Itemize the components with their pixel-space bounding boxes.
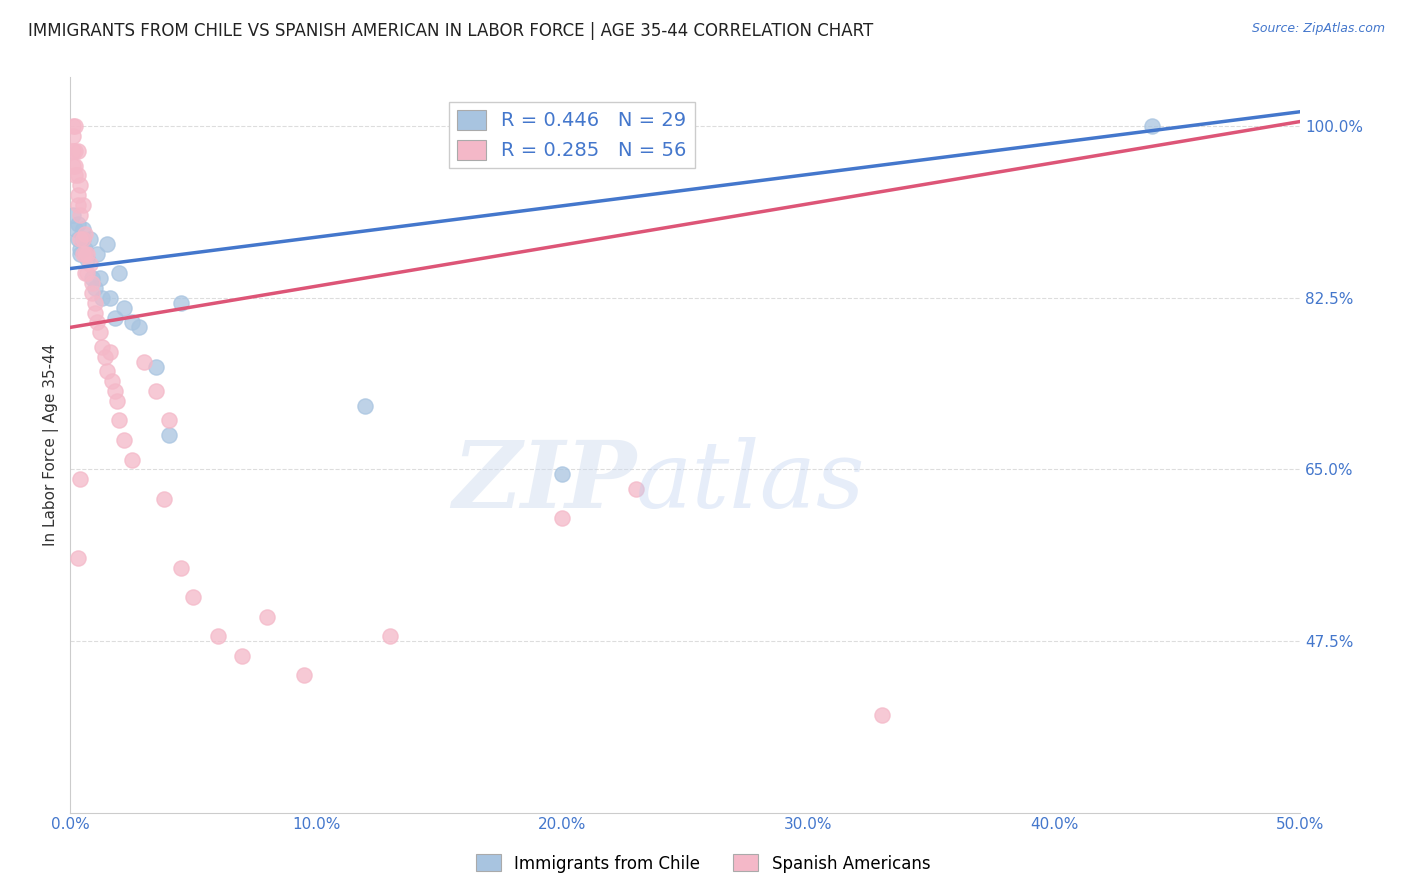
Point [79,257,101,271]
Point [62,120,84,134]
Point [207,629,229,643]
Point [66,169,89,183]
Point [63,120,86,134]
Point [1142,120,1164,134]
Point [66,218,89,232]
Point [76,247,98,261]
Point [63,222,86,236]
Point [62,159,84,173]
Point [72,198,94,212]
Point [72,232,94,246]
Point [256,609,278,624]
Point [76,252,98,266]
Point [66,144,89,158]
Point [69,242,91,256]
Point [66,232,89,246]
Point [91,340,114,354]
Point [69,208,91,222]
Point [145,359,167,374]
Point [98,291,121,305]
Text: Source: ZipAtlas.com: Source: ZipAtlas.com [1251,22,1385,36]
Point [91,291,114,305]
Point [157,413,180,427]
Point [145,384,167,398]
Point [103,310,125,325]
Point [96,364,118,378]
Point [108,413,131,427]
Point [152,491,174,506]
Point [83,281,105,295]
Point [63,144,86,158]
Point [121,452,143,467]
Point [82,271,104,285]
Point [72,222,94,236]
Text: atlas: atlas [636,437,866,527]
Point [82,277,104,291]
Point [89,326,111,340]
Point [292,668,315,682]
Point [73,267,96,281]
Point [86,316,108,330]
Point [98,344,121,359]
Point [96,237,118,252]
Legend: Immigrants from Chile, Spanish Americans: Immigrants from Chile, Spanish Americans [470,847,936,880]
Point [66,188,89,202]
Point [89,271,111,285]
Point [63,169,86,183]
Point [72,232,94,246]
Point [73,247,96,261]
Point [551,511,574,525]
Point [170,560,193,574]
Point [231,648,253,663]
Point [378,629,401,643]
Point [551,467,574,482]
Point [72,247,94,261]
Y-axis label: In Labor Force | Age 35-44: In Labor Force | Age 35-44 [44,343,59,546]
Point [79,232,101,246]
Text: ZIP: ZIP [451,437,636,527]
Point [112,301,135,315]
Point [69,472,91,486]
Point [870,707,893,722]
Point [101,374,124,388]
Point [62,144,84,158]
Point [73,242,96,256]
Point [63,159,86,173]
Point [105,393,128,408]
Point [69,178,91,193]
Point [76,267,98,281]
Point [62,129,84,144]
Point [624,482,647,496]
Point [354,399,377,413]
Point [103,384,125,398]
Point [82,286,104,301]
Point [108,267,131,281]
Point [128,320,150,334]
Point [86,247,108,261]
Legend: R = 0.446   N = 29, R = 0.285   N = 56: R = 0.446 N = 29, R = 0.285 N = 56 [449,102,695,169]
Point [69,232,91,246]
Point [66,550,89,565]
Point [112,433,135,447]
Point [121,316,143,330]
Point [132,354,155,368]
Point [62,208,84,222]
Point [69,247,91,261]
Point [93,350,115,364]
Point [157,428,180,442]
Point [66,198,89,212]
Point [181,590,204,604]
Text: IMMIGRANTS FROM CHILE VS SPANISH AMERICAN IN LABOR FORCE | AGE 35-44 CORRELATION: IMMIGRANTS FROM CHILE VS SPANISH AMERICA… [28,22,873,40]
Point [73,227,96,242]
Point [170,296,193,310]
Point [83,296,105,310]
Point [83,306,105,320]
